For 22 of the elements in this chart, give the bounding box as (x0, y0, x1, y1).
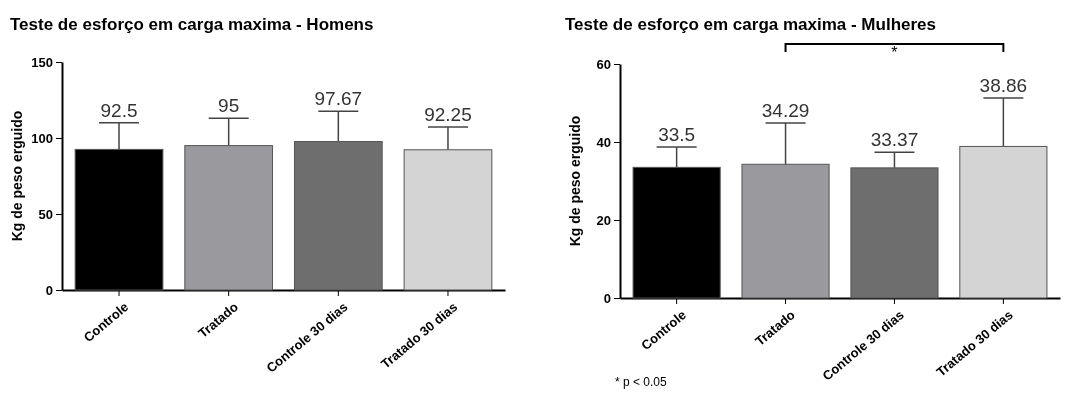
y-tick-label: 20 (596, 212, 611, 228)
data-label: 34.29 (761, 99, 810, 121)
y-tick-label: 50 (38, 206, 53, 222)
chart-title: Teste de esforço em carga maxima - Homens (10, 15, 374, 34)
data-label: 33.37 (870, 129, 919, 151)
y-tick-label: 0 (603, 290, 611, 306)
chart-title: Teste de esforço em carga maxima - Mulheres (565, 15, 937, 34)
data-label: 95 (218, 95, 240, 117)
y-axis-title: Kg de peso erguido (9, 110, 25, 242)
y-tick-label: 40 (596, 134, 611, 150)
y-tick-label: 100 (31, 130, 53, 146)
data-label: 92.25 (424, 103, 472, 125)
data-label: 92.5 (100, 99, 138, 121)
data-label: 38.86 (979, 75, 1028, 97)
y-tick-label: 60 (596, 56, 611, 72)
y-tick-label: 150 (31, 54, 53, 70)
data-label: 97.67 (314, 88, 363, 110)
y-axis-title: Kg de peso erguido (567, 115, 583, 247)
data-label: 33.5 (658, 124, 696, 146)
text: * (891, 44, 898, 61)
y-tick-label: 0 (45, 282, 53, 298)
text: * p < 0.05 (615, 375, 668, 389)
